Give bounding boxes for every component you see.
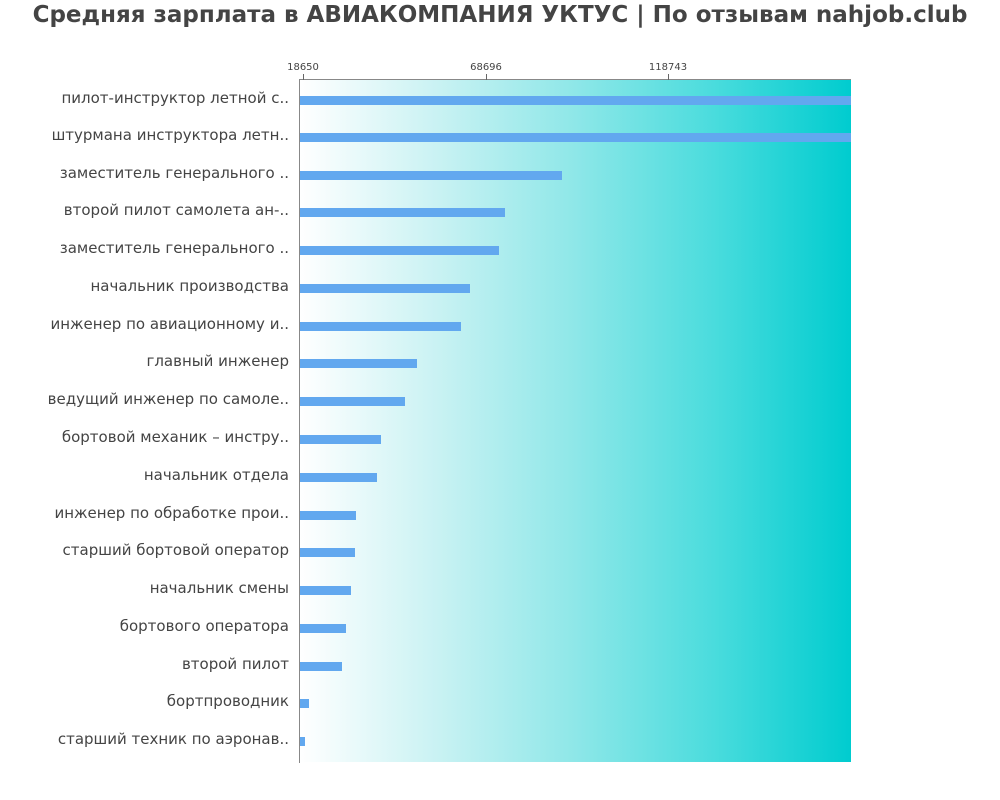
salary-bar xyxy=(300,737,305,746)
category-label: бортпроводник xyxy=(166,692,289,710)
salary-bar xyxy=(300,662,342,671)
salary-bar xyxy=(300,359,417,368)
x-axis-tick-label: 18650 xyxy=(287,62,319,73)
x-axis-tick-label: 118743 xyxy=(648,62,688,73)
salary-bar xyxy=(300,397,405,406)
category-label: бортовой механик – инстру.. xyxy=(61,428,289,446)
category-label: второй пилот самолета ан-.. xyxy=(63,201,289,219)
x-axis-tick xyxy=(668,74,669,80)
salary-bar xyxy=(300,699,309,708)
x-axis-tick xyxy=(303,74,304,80)
category-label: инженер по обработке прои.. xyxy=(54,504,289,522)
plot-area xyxy=(300,80,851,762)
category-label: начальник производства xyxy=(90,277,289,295)
salary-bar xyxy=(300,133,851,142)
category-label: заместитель генерального .. xyxy=(59,239,289,257)
category-label: инженер по авиационному и.. xyxy=(50,315,289,333)
salary-bar xyxy=(300,511,356,520)
salary-bar xyxy=(300,586,351,595)
salary-bar xyxy=(300,322,461,331)
category-label: штурмана инструктора летн.. xyxy=(51,126,289,144)
category-label: пилот-инструктор летной с.. xyxy=(61,89,289,107)
category-label: старший техник по аэронав.. xyxy=(57,730,289,748)
salary-bar xyxy=(300,435,381,444)
x-axis-line xyxy=(300,79,851,80)
category-label: главный инженер xyxy=(146,352,289,370)
salary-bar xyxy=(300,171,562,180)
category-label: бортового оператора xyxy=(119,617,289,635)
x-axis-tick xyxy=(486,74,487,80)
category-label: заместитель генерального .. xyxy=(59,164,289,182)
category-label: начальник отдела xyxy=(143,466,289,484)
category-label: ведущий инженер по самоле.. xyxy=(47,390,289,408)
chart-title: Средняя зарплата в АВИАКОМПАНИЯ УКТУС | … xyxy=(32,2,968,28)
salary-bar xyxy=(300,208,505,217)
salary-bar xyxy=(300,246,499,255)
category-label: второй пилот xyxy=(181,655,289,673)
category-label: начальник смены xyxy=(149,579,289,597)
salary-bar xyxy=(300,284,470,293)
x-axis-tick-label: 68696 xyxy=(470,62,502,73)
salary-bar xyxy=(300,96,851,105)
y-axis-line xyxy=(299,79,300,763)
category-label: старший бортовой оператор xyxy=(62,541,289,559)
salary-bar xyxy=(300,624,346,633)
salary-bar xyxy=(300,548,355,557)
salary-bar xyxy=(300,473,377,482)
